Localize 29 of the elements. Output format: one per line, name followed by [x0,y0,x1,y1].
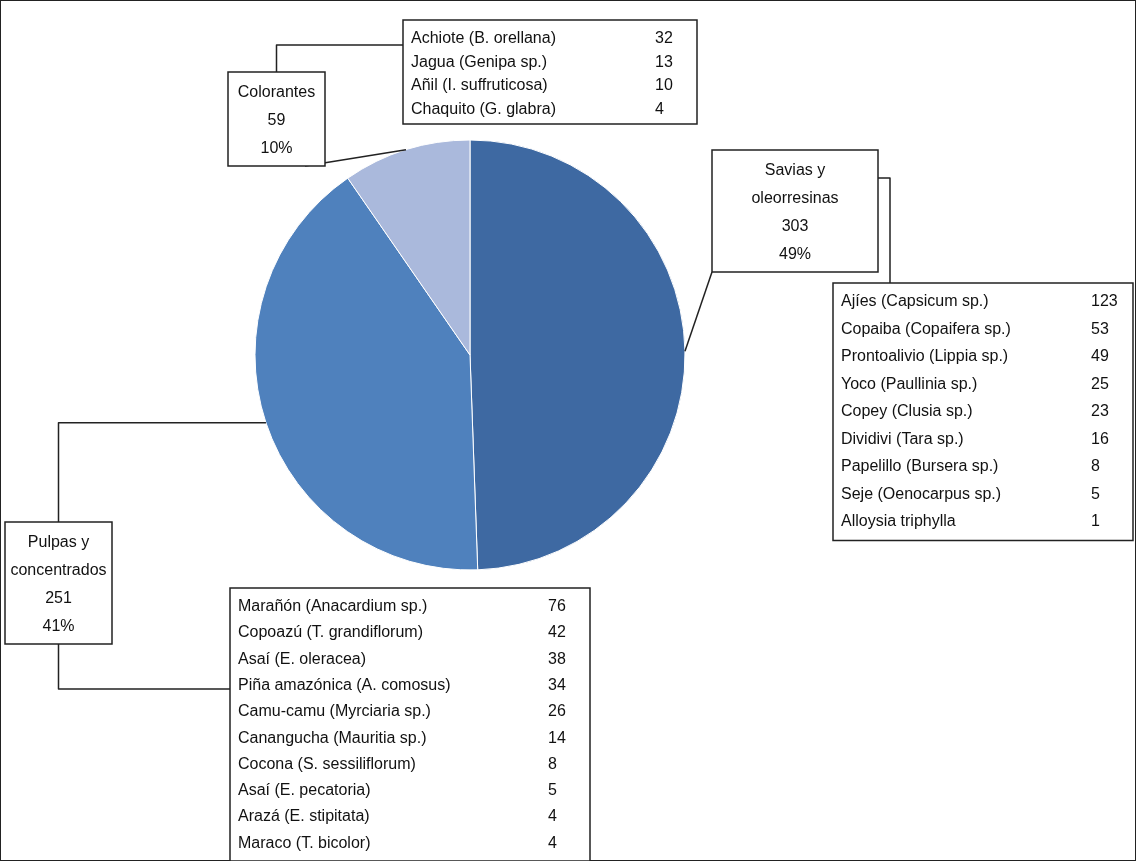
text: Ajíes (Capsicum sp.) 123 [841,292,1118,309]
text: Papelillo (Bursera sp.) 8 [841,457,1100,474]
text: Maraco (T. bicolor) 4 [238,833,557,851]
text: Achiote (B. orellana) 32 [411,29,673,46]
text: Marañón (Anacardium sp.) 76 [238,597,566,614]
text: Asaí (E. pecatoria) 5 [238,781,557,799]
text: Copaiba (Copaifera sp.) 53 [841,319,1109,337]
text: Jagua (Genipa sp.) 13 [411,52,673,70]
data-label: 59 10% [260,111,293,156]
text: Añil (I. suffruticosa) 10 [411,76,673,93]
data-label: 251 41% [42,589,75,634]
text: Prontoalivio (Lippia sp.) 49 [841,347,1109,364]
text: Asaí (E. oleracea) 38 [238,649,566,667]
slice-label: Pulpas y concentrados [10,533,107,578]
text: Dividivi (Tara sp.) 16 [841,429,1109,447]
text: Piña amazónica (A. comosus) 34 [238,675,566,693]
text: Chaquito (G. glabra) 4 [411,99,664,117]
text: Canangucha (Mauritia sp.) 14 [238,728,566,746]
data-label: 303 49% [778,217,812,262]
text: Yoco (Paullinia sp.) 25 [841,374,1109,392]
slice-label: Savias y oleorresinas [751,161,839,206]
text: Copey (Clusia sp.) 23 [841,402,1109,419]
text: Seje (Oenocarpus sp.) 5 [841,484,1100,502]
slice-label: Colorantes [237,83,316,100]
text: Copoazú (T. grandiflorum) 42 [238,623,566,641]
text: Alloysia triphylla 1 [841,512,1100,529]
text: Cocona (S. sessiliflorum) 8 [238,754,557,772]
text: Camu-camu (Myrciaria sp.) 26 [238,702,566,720]
text: Arazá (E. stipitata) 4 [238,807,557,825]
